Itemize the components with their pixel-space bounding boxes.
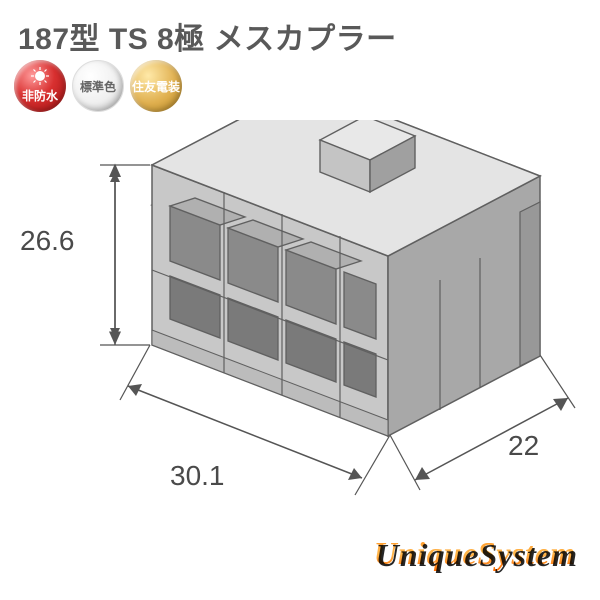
dim-width: 30.1 bbox=[170, 460, 225, 492]
badge-non-waterproof: 非防水 bbox=[14, 60, 66, 112]
badge-sumitomo: 住友電装 bbox=[130, 60, 182, 112]
badge-standard-color: 標準色 bbox=[72, 60, 124, 112]
watermark: UniqueSystem bbox=[374, 535, 576, 572]
product-title: 187型 TS 8極 メスカプラー bbox=[18, 14, 397, 58]
dimension-diagram: 26.6 30.1 22 bbox=[20, 120, 580, 520]
watermark-line2: System bbox=[478, 535, 576, 571]
dim-depth: 22 bbox=[508, 430, 539, 462]
connector-drawing bbox=[20, 120, 580, 520]
badge-label: 住友電装 bbox=[132, 78, 180, 95]
badge-label: 非防水 bbox=[22, 87, 58, 104]
sun-icon bbox=[31, 67, 49, 85]
dim-height: 26.6 bbox=[20, 225, 75, 257]
badge-row: 非防水 標準色 住友電装 bbox=[14, 60, 182, 112]
badge-label: 標準色 bbox=[80, 78, 116, 95]
watermark-line1: Unique bbox=[374, 535, 478, 571]
